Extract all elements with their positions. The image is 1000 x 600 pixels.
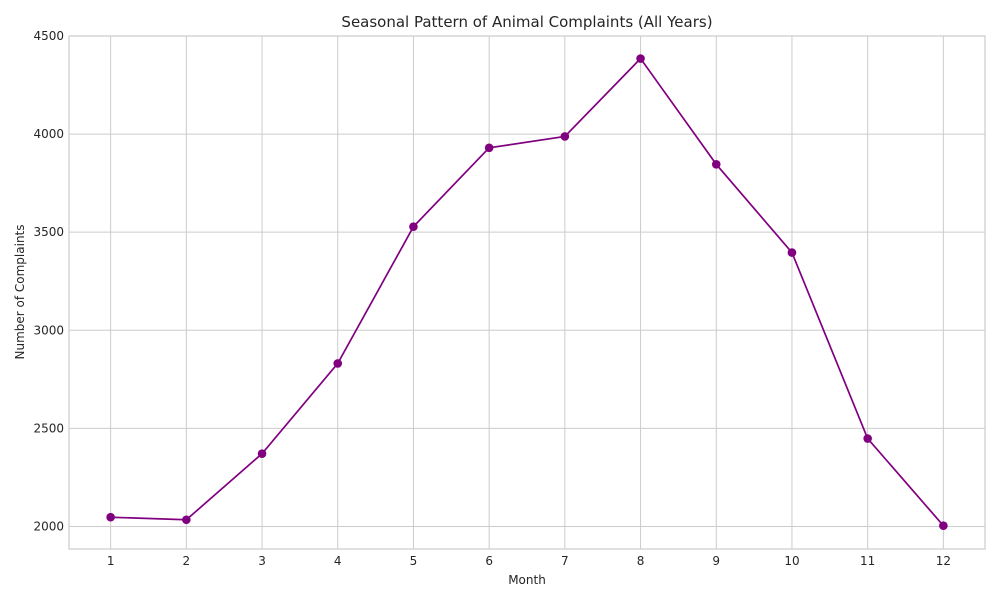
x-tick-label: 2 — [183, 554, 191, 568]
series-layer — [106, 54, 948, 530]
data-point — [484, 143, 494, 153]
x-tick-label: 3 — [258, 554, 266, 568]
data-point — [787, 248, 797, 257]
data-point — [636, 54, 645, 63]
data-point — [409, 222, 418, 231]
series-line — [110, 57, 945, 527]
y-tick-label: 2000 — [33, 519, 64, 533]
x-tick-label: 6 — [485, 554, 493, 568]
x-tick-label: 5 — [410, 554, 418, 568]
y-tick-label: 3000 — [33, 323, 64, 337]
data-point — [257, 449, 267, 458]
data-point — [863, 434, 872, 443]
plot-area — [68, 35, 986, 550]
x-tick-label: 9 — [712, 554, 720, 568]
x-tick-label: 10 — [784, 554, 799, 568]
chart-title: Seasonal Pattern of Animal Complaints (A… — [341, 13, 712, 31]
y-tick-label: 4500 — [33, 29, 64, 43]
y-tick-label: 4000 — [33, 127, 64, 141]
x-tick-label: 7 — [561, 554, 569, 568]
data-point — [333, 359, 343, 368]
x-tick-label: 1 — [107, 554, 115, 568]
data-point — [106, 512, 115, 522]
data-point — [560, 132, 570, 141]
x-axis-label: Month — [508, 573, 546, 587]
data-point — [939, 521, 948, 530]
x-tick-label: 8 — [637, 554, 645, 568]
x-tick-label: 4 — [334, 554, 342, 568]
y-tick-label: 3500 — [33, 225, 64, 239]
x-tick-label: 11 — [860, 554, 875, 568]
y-tick-label: 2500 — [33, 421, 64, 435]
grid-layer — [69, 35, 985, 549]
data-point — [182, 515, 191, 525]
x-tick-label: 12 — [936, 554, 951, 568]
data-point — [711, 159, 721, 169]
y-axis-label: Number of Complaints — [13, 224, 27, 359]
